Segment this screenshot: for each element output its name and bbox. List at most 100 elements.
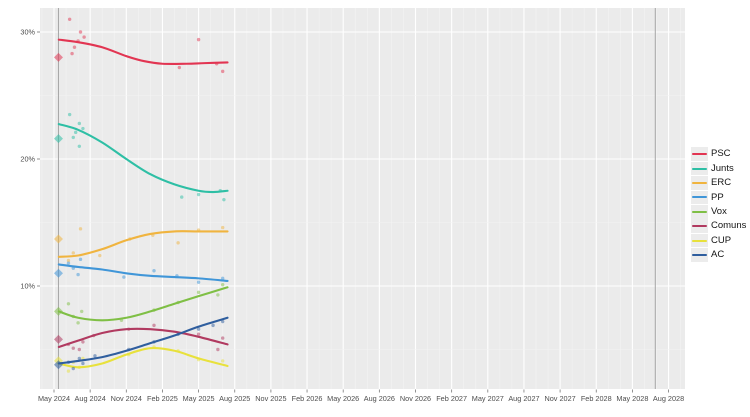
x-tick-label: Aug 2025	[219, 394, 250, 403]
vox-color-key-icon	[691, 204, 708, 219]
poll-point-junts	[196, 192, 201, 197]
poll-point-ac	[211, 323, 215, 328]
poll-point-erc	[176, 241, 180, 245]
poll-point-ac	[81, 361, 85, 366]
poll-point-vox	[196, 290, 201, 295]
psc-color-key-icon	[691, 147, 708, 161]
x-tick-label: Nov 2024	[111, 394, 142, 403]
poll-point-comuns	[216, 347, 220, 352]
poll-point-erc	[71, 251, 75, 255]
trend-line-cup	[57, 347, 229, 369]
x-tick-label: Feb 2026	[292, 394, 323, 403]
legend-item-pp: PP	[691, 190, 746, 205]
poll-point-junts	[77, 144, 82, 148]
trend-line-comuns	[57, 327, 229, 349]
poll-point-junts	[71, 135, 75, 140]
comuns-line-swatch	[692, 225, 707, 228]
poll-point-psc	[67, 17, 72, 21]
poll-point-comuns	[71, 346, 75, 350]
poll-point-cup	[66, 369, 71, 373]
poll-point-vox	[66, 302, 71, 306]
poll-point-comuns	[152, 323, 156, 328]
poll-point-pp	[76, 272, 80, 277]
legend-item-junts: Junts	[691, 161, 746, 176]
poll-point-psc	[78, 30, 83, 34]
x-tick-label: Aug 2028	[653, 394, 684, 403]
trend-line-vox	[57, 286, 229, 322]
psc-line-swatch	[692, 153, 707, 156]
poll-point-vox	[221, 283, 225, 287]
ac-line-swatch	[692, 253, 707, 256]
poll-point-erc	[98, 253, 102, 258]
x-tick-label: Feb 2025	[147, 394, 178, 403]
poll-point-pp	[66, 261, 71, 265]
poll-point-erc	[78, 227, 83, 231]
y-tick-label: 10%	[20, 282, 35, 291]
poll-point-erc	[66, 258, 71, 263]
comuns-color-key-icon	[691, 219, 708, 233]
vox-line-swatch	[692, 210, 707, 213]
poll-point-vox	[216, 293, 220, 297]
x-tick-label: Nov 2027	[544, 394, 575, 403]
x-tick-label: May 2024	[38, 394, 70, 403]
legend-item-vox: Vox	[691, 204, 746, 219]
poll-point-psc	[70, 51, 74, 56]
poll-point-ac	[71, 366, 75, 371]
election-result-diamond-comuns	[53, 334, 63, 344]
x-tick-label: Aug 2027	[508, 394, 539, 403]
poll-point-pp	[122, 275, 126, 279]
election-result-diamond-erc	[53, 234, 63, 244]
legend-label: Vox	[711, 206, 727, 217]
poll-point-psc	[221, 69, 225, 74]
poll-point-comuns	[81, 340, 85, 344]
poll-point-ac	[196, 327, 201, 331]
poll-point-vox	[76, 321, 80, 325]
trend-line-psc	[57, 38, 229, 66]
legend-item-comuns: Comuns	[691, 219, 746, 233]
poll-point-ac	[77, 356, 82, 361]
legend-label: CUP	[711, 234, 732, 246]
legend: PSC Junts ERC PP Vox Comuns CUP AC	[691, 147, 746, 262]
election-result-diamond-vox	[53, 306, 63, 316]
election-result-diamond-psc	[53, 52, 63, 62]
legend-label: PSC	[711, 148, 731, 160]
poll-point-junts	[67, 112, 72, 117]
poll-point-junts	[73, 130, 78, 135]
poll-point-comuns	[221, 336, 225, 340]
poll-point-comuns	[77, 347, 82, 352]
poll-point-pp	[78, 257, 83, 262]
x-tick-label: Aug 2026	[364, 394, 395, 403]
x-tick-label: May 2025	[183, 394, 215, 403]
y-tick-label: 30%	[20, 28, 35, 37]
cup-color-key-icon	[691, 233, 708, 248]
poll-point-pp	[152, 269, 156, 273]
election-result-diamond-ac	[53, 360, 63, 370]
poll-point-junts	[81, 126, 85, 131]
x-tick-label: Feb 2027	[436, 394, 467, 403]
x-tick-label: May 2027	[472, 394, 504, 403]
poll-point-pp	[221, 276, 225, 281]
x-tick-label: Nov 2025	[255, 394, 286, 403]
poll-point-pp	[196, 280, 201, 284]
x-tick-label: Nov 2026	[400, 394, 431, 403]
erc-line-swatch	[692, 181, 707, 184]
junts-line-swatch	[692, 167, 707, 170]
ac-color-key-icon	[691, 248, 708, 262]
poll-point-psc	[82, 35, 86, 39]
poll-point-ac	[221, 319, 225, 324]
legend-label: Comuns	[711, 220, 747, 232]
legend-item-erc: ERC	[691, 176, 746, 190]
election-result-diamond-junts	[53, 134, 63, 144]
pp-color-key-icon	[691, 190, 708, 205]
poll-point-vox	[80, 309, 84, 314]
erc-color-key-icon	[691, 176, 708, 190]
poll-point-junts	[77, 121, 82, 126]
legend-label: ERC	[711, 177, 732, 189]
x-tick-label: Aug 2024	[75, 394, 106, 403]
poll-point-junts	[222, 197, 226, 202]
plot-panel	[40, 8, 685, 389]
poll-point-junts	[180, 195, 184, 199]
cup-line-swatch	[692, 239, 707, 242]
